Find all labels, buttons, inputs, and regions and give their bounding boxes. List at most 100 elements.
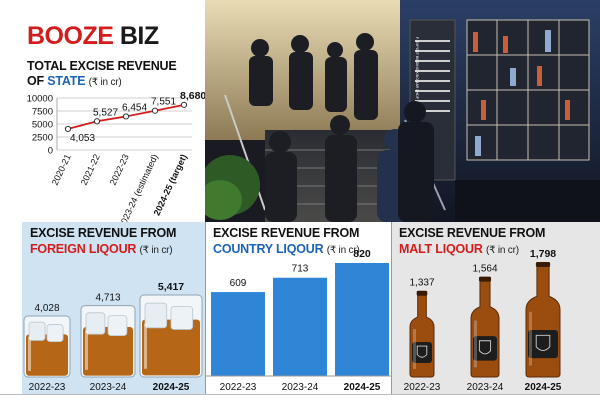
- foreign-xtick: 2023-24: [90, 382, 127, 393]
- shop-sign: F. EXPORT BIDDING KING BAR SHOP: [415, 37, 419, 100]
- foreign-value-label: 4,028: [34, 303, 59, 314]
- total-excise-unit: (₹ in cr): [88, 77, 122, 88]
- total-excise-title-hl: STATE: [47, 74, 86, 88]
- bottle-cap: [478, 276, 492, 282]
- foreign-value-label: 4,713: [95, 293, 120, 304]
- bottle-shine: [529, 311, 532, 366]
- foreign-glass: [23, 315, 71, 378]
- malt-bottle: [409, 290, 435, 378]
- glass-liquid: [26, 334, 68, 376]
- country-title-hl: COUNTRY LIQOUR: [213, 242, 324, 256]
- brand-part1: BOOZE: [27, 22, 114, 50]
- bottle-emblem: [535, 334, 551, 351]
- line-value-label: 5,527: [93, 107, 118, 118]
- malt-xtick: 2024-25: [525, 382, 562, 393]
- foreign-title: EXCISE REVENUE FROM FOREIGN LIQOUR (₹ in…: [30, 225, 176, 259]
- country-liquor-panel: EXCISE REVENUE FROM COUNTRY LIQOUR (₹ in…: [205, 222, 391, 394]
- country-xtick: 2023-24: [282, 382, 319, 393]
- line-point: [151, 107, 159, 114]
- line-ytick: 5000: [32, 120, 53, 131]
- line-ytick: 0: [48, 146, 53, 157]
- foreign-glass: [139, 294, 203, 378]
- foreign-title-line1: EXCISE REVENUE FROM: [30, 226, 177, 240]
- total-excise-title: TOTAL EXCISE REVENUE OF STATE (₹ in cr): [27, 59, 177, 90]
- country-unit: (₹ in cr): [326, 245, 360, 256]
- bottle-shine: [474, 320, 477, 368]
- malt-xtick: 2022-23: [404, 382, 441, 393]
- country-bar: [335, 263, 389, 376]
- glass-ice: [46, 324, 64, 343]
- line-ytick: 10000: [27, 94, 53, 105]
- foreign-liquor-panel: EXCISE REVENUE FROM FOREIGN LIQOUR (₹ in…: [22, 222, 206, 394]
- bottle-cap: [416, 290, 428, 296]
- line-xtick: 2022-23: [108, 153, 131, 187]
- line-value-label: 7,551: [151, 97, 176, 108]
- malt-bottle: [470, 276, 500, 378]
- malt-value-label: 1,564: [472, 264, 497, 275]
- foreign-liquor-chart: 4,028 2022-23 4,713 2023-24 5,417 2024-25: [23, 281, 203, 393]
- glass-liquid: [142, 319, 200, 376]
- line-xtick: 2021-22: [79, 153, 102, 187]
- bottle-cap: [535, 262, 551, 267]
- photo-illustration: F. EXPORT BIDDING KING BAR SHOP: [205, 0, 600, 222]
- line-point: [93, 118, 101, 125]
- brand-title: BOOZE BIZ: [27, 22, 159, 51]
- glass-ice: [107, 315, 128, 337]
- line-point: [180, 101, 188, 108]
- glass-ice: [28, 321, 46, 341]
- line-point: [122, 113, 130, 120]
- total-excise-line-chart: 0 2500 5000 7500 10000 4,053 5,527 6,454 7,551 8,…: [27, 90, 205, 222]
- country-title: EXCISE REVENUE FROM COUNTRY LIQOUR (₹ in…: [213, 225, 360, 259]
- glass-ice: [170, 306, 194, 330]
- total-excise-title-pre: OF: [27, 74, 48, 88]
- total-excise-panel: BOOZE BIZ TOTAL EXCISE REVENUE OF STATE …: [0, 0, 205, 222]
- line-value-label: 6,454: [122, 102, 147, 113]
- glass-liquid: [83, 327, 133, 376]
- divider-1: [205, 222, 206, 394]
- total-excise-title-line1: TOTAL EXCISE REVENUE: [27, 59, 177, 73]
- country-xtick: 2024-25: [344, 382, 381, 393]
- glass-shine: [85, 330, 88, 370]
- brand-part2: BIZ: [119, 22, 159, 50]
- malt-value-label: 1,798: [530, 248, 556, 260]
- line-ytick: 2500: [32, 133, 53, 144]
- malt-liquor-chart: 1,337 2022-23 1,564 2023-24 1,798 2024-25: [404, 248, 562, 393]
- malt-title-hl: MALT LIQOUR: [399, 242, 483, 256]
- foreign-title-hl: FOREIGN LIQOUR: [30, 242, 137, 256]
- country-bar: [273, 277, 327, 376]
- line-ytick: 7500: [32, 107, 53, 118]
- malt-value-label: 1,337: [409, 278, 434, 289]
- glass-ice: [144, 302, 168, 329]
- malt-xtick: 2023-24: [467, 382, 504, 393]
- country-title-line1: EXCISE REVENUE FROM: [213, 226, 360, 240]
- bottom-rule: [0, 394, 600, 395]
- country-bar: [211, 292, 265, 376]
- line-value-label: 4,053: [70, 133, 95, 144]
- liquor-shop-photo: F. EXPORT BIDDING KING BAR SHOP: [205, 0, 600, 222]
- malt-title: EXCISE REVENUE FROM MALT LIQOUR (₹ in cr…: [399, 225, 545, 259]
- foreign-xtick: 2024-25: [153, 382, 190, 393]
- country-xtick: 2022-23: [220, 382, 257, 393]
- foreign-xtick: 2022-23: [29, 382, 66, 393]
- malt-bottle: [525, 262, 561, 378]
- divider-2: [391, 222, 392, 394]
- glass-shine: [144, 323, 147, 369]
- country-value-label: 713: [292, 264, 309, 275]
- country-liquor-chart: 609 2022-23 713 2023-24 820 2024-25: [205, 248, 391, 393]
- bottle-emblem: [416, 345, 428, 358]
- country-value-label: 609: [230, 278, 247, 289]
- line-value-label: 8,680: [180, 90, 205, 102]
- malt-title-line1: EXCISE REVENUE FROM: [399, 226, 546, 240]
- foreign-unit: (₹ in cr): [139, 245, 173, 256]
- line-point: [64, 125, 72, 133]
- glass-shine: [28, 337, 31, 371]
- foreign-glass: [80, 305, 136, 378]
- bottle-label: [528, 329, 558, 359]
- bottle-shine: [413, 329, 416, 370]
- country-value-label: 820: [353, 248, 371, 260]
- malt-unit: (₹ in cr): [485, 245, 519, 256]
- malt-liquor-panel: EXCISE REVENUE FROM MALT LIQOUR (₹ in cr…: [391, 222, 600, 394]
- line-xtick: 2020-21: [50, 153, 73, 187]
- glass-ice: [85, 312, 106, 335]
- foreign-value-label: 5,417: [158, 281, 184, 293]
